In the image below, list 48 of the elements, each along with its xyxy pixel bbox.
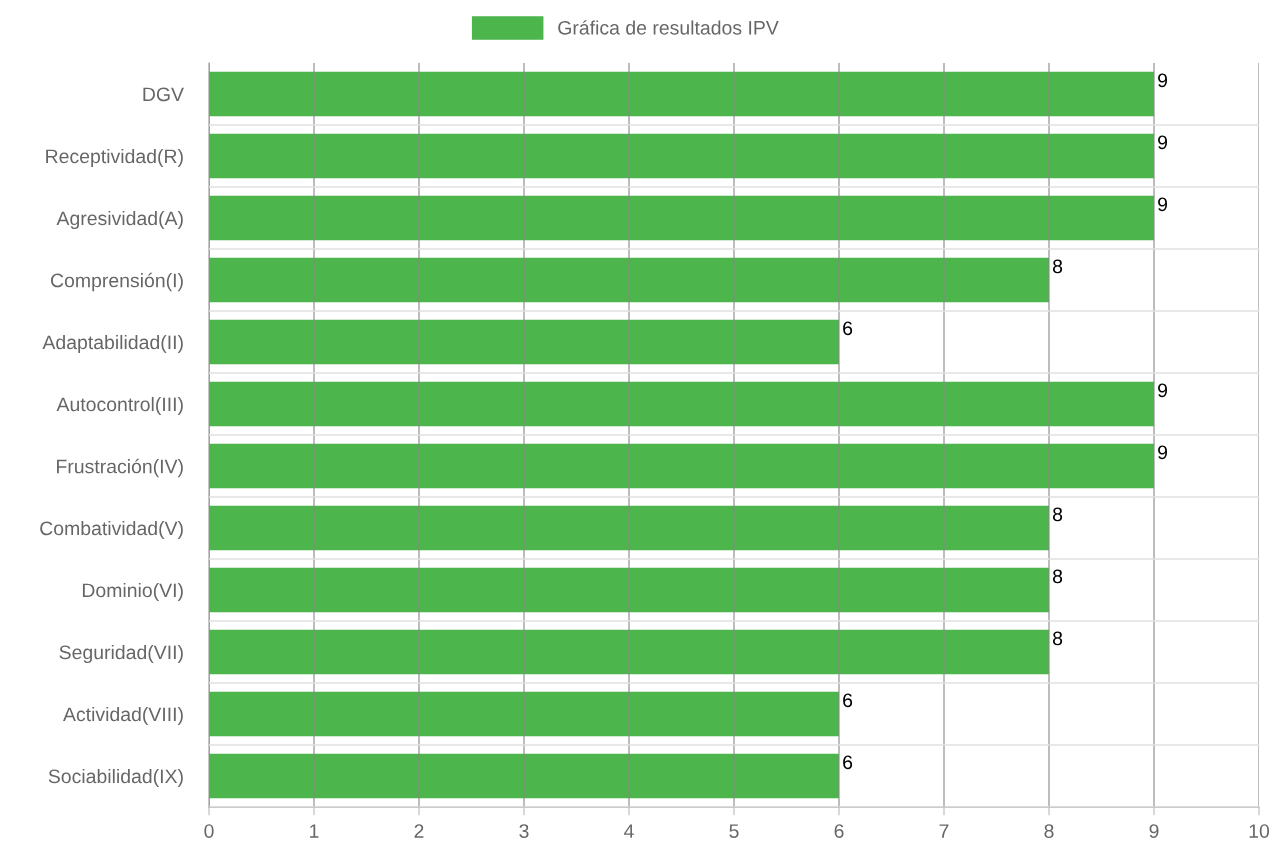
data-label: 9 bbox=[1158, 383, 1168, 398]
bar bbox=[209, 257, 1049, 303]
bar bbox=[209, 133, 1154, 179]
x-tick-label: 1 bbox=[310, 824, 319, 838]
x-tick-label: 10 bbox=[1249, 824, 1270, 838]
x-tick-label: 4 bbox=[624, 824, 634, 838]
x-tick-label: 9 bbox=[1149, 824, 1159, 838]
bar bbox=[209, 195, 1154, 241]
y-tick-label: Autocontrol(III) bbox=[56, 396, 183, 416]
x-tick-label: 2 bbox=[414, 824, 424, 838]
y-tick-label: Sociabilidad(IX) bbox=[48, 768, 183, 788]
y-tick-label: Agresividad(A) bbox=[56, 210, 183, 230]
bar bbox=[209, 753, 839, 799]
data-label: 8 bbox=[1052, 259, 1063, 274]
data-label: 8 bbox=[1052, 631, 1063, 646]
y-tick-label: DGV bbox=[143, 87, 184, 102]
bar bbox=[209, 567, 1049, 613]
y-tick-label: Adaptabilidad(II) bbox=[42, 334, 183, 354]
y-tick-label: Seguridad(VII) bbox=[59, 644, 183, 664]
x-tick-label: 6 bbox=[834, 824, 844, 838]
bar bbox=[209, 505, 1049, 551]
data-label: 9 bbox=[1158, 197, 1168, 212]
y-tick-label: Actividad(VIII) bbox=[63, 706, 183, 726]
x-tick-label: 7 bbox=[939, 824, 949, 838]
bar bbox=[209, 71, 1154, 117]
bar bbox=[209, 381, 1154, 427]
bar bbox=[209, 629, 1049, 675]
y-tick-label: Dominio(VI) bbox=[82, 582, 183, 602]
data-label: 9 bbox=[1158, 445, 1168, 460]
x-tick-label: 3 bbox=[519, 824, 529, 838]
y-tick-label: Comprensión(I) bbox=[51, 272, 183, 292]
bar bbox=[209, 319, 839, 365]
bar bbox=[209, 691, 839, 737]
data-label: 9 bbox=[1158, 135, 1168, 150]
data-label: 6 bbox=[843, 693, 853, 708]
legend-label: Gráfica de resultados IPV bbox=[558, 20, 779, 35]
y-tick-label: Frustración(IV) bbox=[57, 458, 183, 478]
x-tick-label: 5 bbox=[729, 824, 739, 838]
bar bbox=[209, 443, 1154, 489]
x-tick-label: 0 bbox=[204, 824, 214, 838]
data-label: 6 bbox=[843, 321, 853, 336]
data-label: 8 bbox=[1052, 569, 1063, 584]
data-label: 9 bbox=[1158, 73, 1168, 88]
y-tick-label: Combatividad(V) bbox=[40, 520, 183, 540]
x-tick-label: 8 bbox=[1044, 824, 1054, 838]
data-label: 6 bbox=[843, 755, 853, 770]
data-label: 8 bbox=[1052, 507, 1063, 522]
y-tick-label: Receptividad(R) bbox=[46, 148, 183, 168]
